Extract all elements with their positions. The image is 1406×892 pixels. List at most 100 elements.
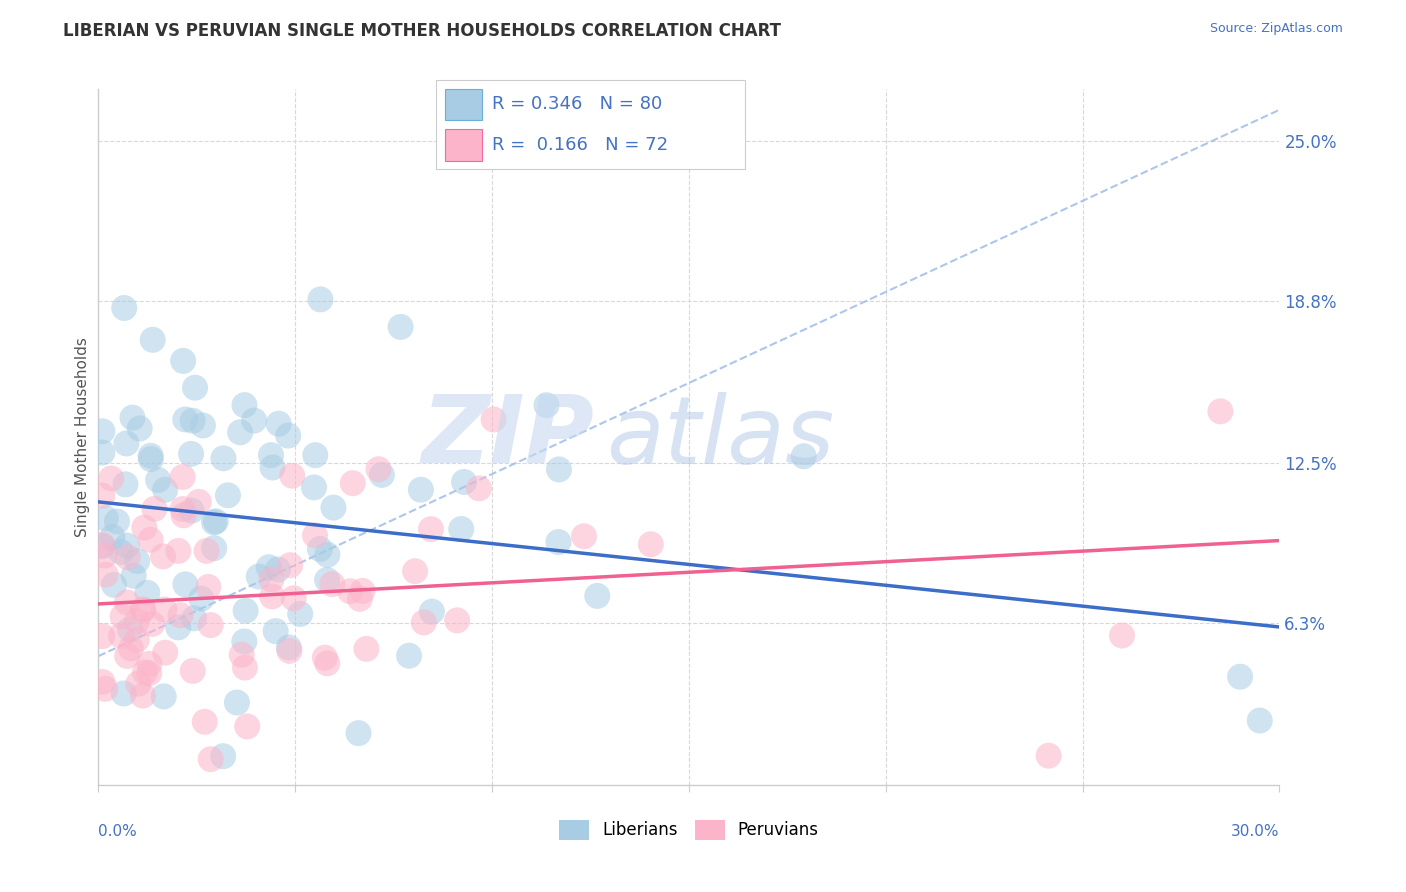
Point <box>229 425 252 440</box>
Point <box>132 603 155 617</box>
Point <box>132 689 155 703</box>
Point <box>100 471 122 485</box>
Point <box>347 726 370 740</box>
Point <box>226 696 249 710</box>
Point <box>174 412 197 426</box>
Point <box>398 648 420 663</box>
Point <box>356 641 378 656</box>
Point <box>278 558 301 573</box>
Point <box>141 616 163 631</box>
Point <box>153 646 176 660</box>
Point <box>316 573 339 587</box>
Point <box>793 449 815 463</box>
Point <box>349 591 371 606</box>
FancyBboxPatch shape <box>436 80 745 169</box>
Point <box>91 489 114 503</box>
Point <box>172 470 194 484</box>
Point <box>142 333 165 347</box>
Point <box>94 511 117 525</box>
Point <box>262 460 284 475</box>
Point <box>146 473 169 487</box>
Point <box>468 481 491 495</box>
Point <box>640 537 662 551</box>
Point <box>1111 628 1133 642</box>
Point <box>235 604 257 618</box>
Point <box>134 665 156 680</box>
Point <box>115 648 138 663</box>
Point <box>101 530 124 544</box>
Point <box>231 648 253 662</box>
Point <box>267 562 290 576</box>
Point <box>91 674 114 689</box>
Point <box>1249 714 1271 728</box>
Point <box>281 468 304 483</box>
Point <box>128 421 150 435</box>
Point <box>453 475 475 489</box>
Point <box>139 533 162 547</box>
Point <box>342 476 364 491</box>
Point <box>446 613 468 627</box>
Point <box>120 641 142 656</box>
Point <box>187 495 209 509</box>
Point <box>122 569 145 583</box>
Point <box>121 410 143 425</box>
Point <box>205 515 228 529</box>
Point <box>103 578 125 592</box>
Point <box>91 538 114 552</box>
Point <box>181 414 204 428</box>
Point <box>389 320 412 334</box>
Point <box>180 503 202 517</box>
Point <box>352 583 374 598</box>
Point <box>277 640 299 655</box>
Point <box>321 577 343 591</box>
Point <box>290 607 312 621</box>
Point <box>181 664 204 678</box>
Bar <box>446 129 482 161</box>
Point <box>309 293 332 307</box>
Point <box>91 424 114 438</box>
Point <box>367 462 389 476</box>
Point <box>91 445 114 459</box>
Point <box>404 564 426 578</box>
Legend: Liberians, Peruvians: Liberians, Peruvians <box>553 814 825 847</box>
Point <box>115 539 138 553</box>
Text: 0.0%: 0.0% <box>98 824 138 838</box>
Point <box>278 644 301 658</box>
Point <box>118 623 141 637</box>
Point <box>172 502 194 516</box>
Point <box>174 577 197 591</box>
Point <box>183 611 205 625</box>
Point <box>314 650 336 665</box>
Point <box>91 539 114 553</box>
Point <box>409 483 432 497</box>
Point <box>260 448 283 462</box>
Point <box>316 548 339 562</box>
Point <box>153 602 176 616</box>
Point <box>94 681 117 696</box>
Point <box>172 354 194 368</box>
Point <box>217 488 239 502</box>
Point <box>302 480 325 494</box>
Point <box>105 515 128 529</box>
Point <box>200 752 222 766</box>
Text: LIBERIAN VS PERUVIAN SINGLE MOTHER HOUSEHOLDS CORRELATION CHART: LIBERIAN VS PERUVIAN SINGLE MOTHER HOUSE… <box>63 22 782 40</box>
Point <box>412 615 434 630</box>
Point <box>260 572 283 586</box>
Point <box>136 586 159 600</box>
Point <box>110 629 132 643</box>
Point <box>1209 404 1232 418</box>
Point <box>572 529 595 543</box>
Point <box>138 657 160 671</box>
Point <box>190 591 212 606</box>
Point <box>247 569 270 583</box>
Point <box>304 448 326 462</box>
Point <box>139 452 162 467</box>
Text: R = 0.346   N = 80: R = 0.346 N = 80 <box>492 95 662 113</box>
Point <box>548 462 571 476</box>
Point <box>127 676 149 690</box>
Point <box>112 301 135 315</box>
Point <box>267 417 290 431</box>
Point <box>93 549 115 563</box>
Point <box>586 589 609 603</box>
Point <box>169 608 191 623</box>
